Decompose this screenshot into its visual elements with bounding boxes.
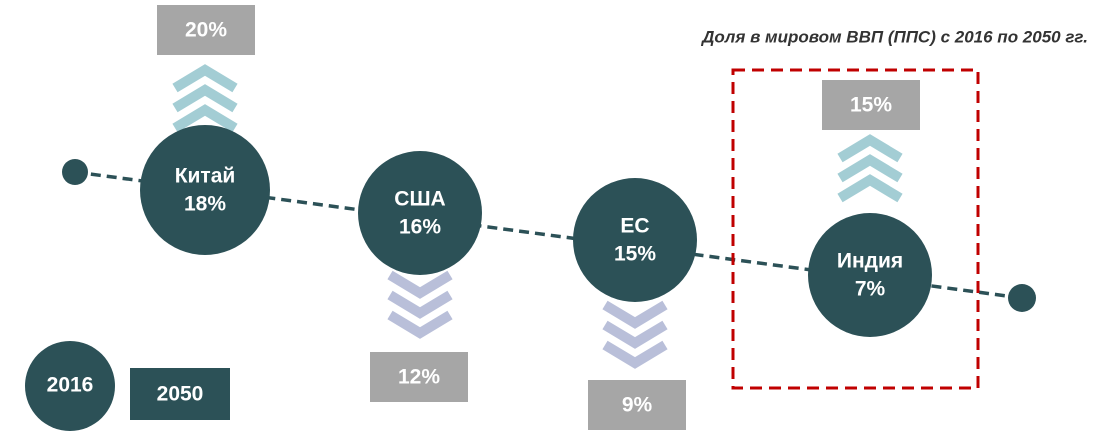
legend-circle (25, 341, 115, 431)
value-2016: 18% (184, 193, 226, 216)
node-label: США (394, 188, 445, 211)
value-2050: 9% (622, 394, 653, 417)
value-2016: 15% (614, 243, 656, 266)
highlight-box (731, 68, 980, 390)
chevron (387, 290, 453, 319)
title: Доля в мировом ВВП (ППС) с 2016 по 2050 … (700, 27, 1088, 46)
node-circle (140, 125, 270, 255)
node-label: ЕС (620, 215, 649, 238)
chevron (837, 134, 903, 163)
legend-box-label: 2050 (157, 383, 204, 406)
chevron (602, 320, 668, 349)
node-label: Индия (837, 250, 903, 273)
value-2050: 12% (398, 366, 440, 389)
value-2050-box (822, 80, 920, 130)
value-2016: 7% (855, 278, 886, 301)
value-2050-box (588, 380, 686, 430)
chevron (172, 64, 238, 93)
value-2050: 15% (850, 94, 892, 117)
value-2050-box (157, 5, 255, 55)
node-circle (808, 213, 932, 337)
node-label: Китай (175, 165, 236, 188)
line-end (1008, 284, 1036, 312)
chevron (837, 174, 903, 203)
chevron (387, 270, 453, 299)
legend-circle-label: 2016 (47, 374, 94, 397)
chevron (172, 84, 238, 113)
value-2016: 16% (399, 216, 441, 239)
node-circle (358, 151, 482, 275)
legend-box (130, 368, 230, 420)
chevron (172, 104, 238, 133)
line-end (62, 159, 88, 185)
value-2050: 20% (185, 19, 227, 42)
value-2050-box (370, 352, 468, 402)
chevron (837, 154, 903, 183)
chevron (387, 310, 453, 339)
chevron (602, 300, 668, 329)
node-circle (573, 178, 697, 302)
chevron (602, 340, 668, 369)
